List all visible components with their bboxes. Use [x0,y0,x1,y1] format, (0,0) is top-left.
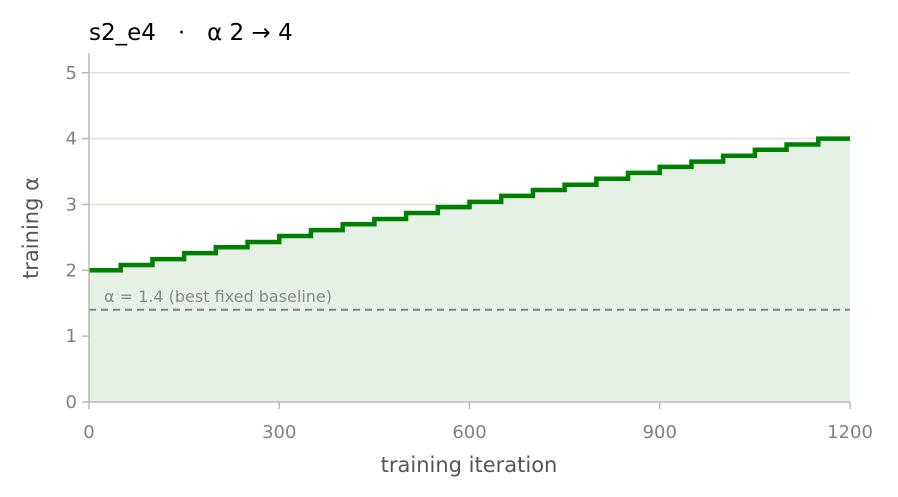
y-axis-label: training α [19,177,43,279]
y-tick-label: 1 [66,326,77,347]
x-tick-label: 1200 [827,422,873,443]
x-tick-label: 600 [452,422,486,443]
y-ticks: 0 1 2 3 4 5 [66,63,89,413]
y-tick-label: 5 [66,63,77,84]
x-tick-label: 300 [262,422,296,443]
x-ticks: 0 300 600 900 1200 [83,402,873,443]
y-tick-label: 4 [66,129,77,150]
baseline-label: α = 1.4 (best fixed baseline) [104,287,332,306]
chart-title: s2_e4 · α 2 → 4 [89,20,293,46]
y-tick-label: 2 [66,260,77,281]
area-fill-layer [89,138,850,403]
x-axis-label: training iteration [381,453,558,477]
area-fill [89,138,850,403]
x-tick-label: 900 [643,422,677,443]
y-tick-label: 0 [66,392,77,413]
series-layer [89,136,850,273]
x-tick-label: 0 [83,422,94,443]
series-line [89,136,850,273]
y-tick-label: 3 [66,194,77,215]
